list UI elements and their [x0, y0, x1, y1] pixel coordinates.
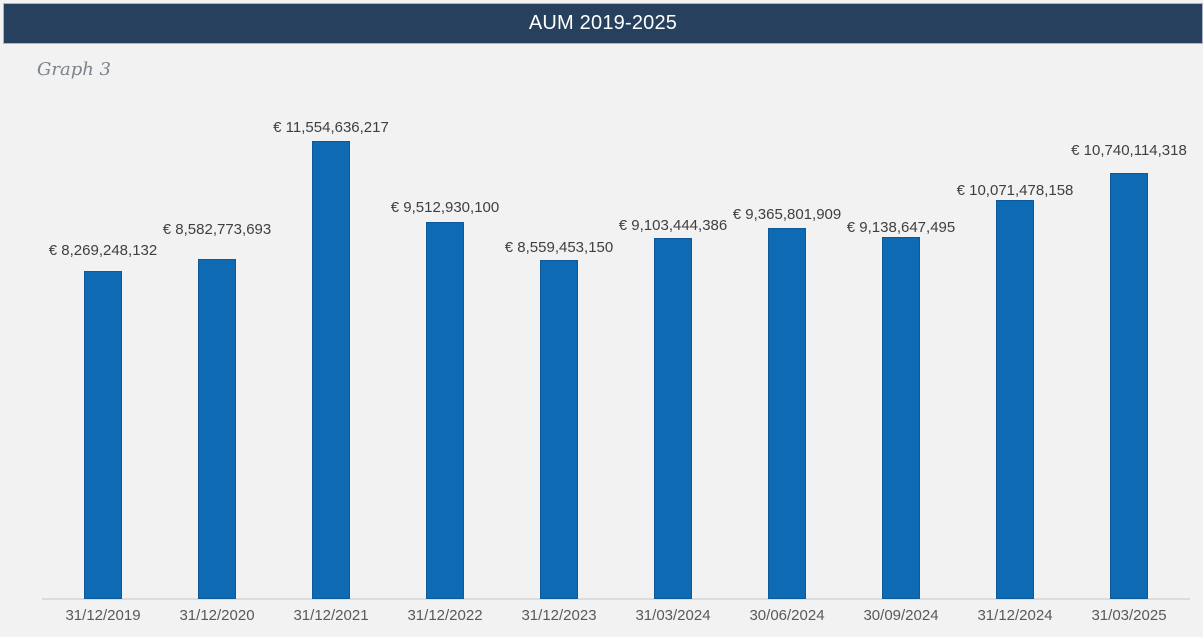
bar	[426, 222, 464, 599]
bar-value-label: € 10,071,478,158	[956, 182, 1074, 199]
bar	[768, 228, 806, 599]
x-axis-label: 31/12/2024	[977, 607, 1053, 624]
x-axis-label: 31/03/2025	[1091, 607, 1167, 624]
chart-title: AUM 2019-2025	[528, 12, 678, 34]
x-axis-label: 31/12/2021	[293, 607, 369, 624]
bar-value-label: € 9,512,930,100	[390, 199, 500, 216]
bar-value-label: € 9,138,647,495	[846, 219, 956, 236]
bar-value-label: € 8,269,248,132	[48, 242, 158, 259]
x-axis-label: 31/03/2024	[635, 607, 711, 624]
bar	[198, 259, 236, 599]
x-axis-label: 30/06/2024	[749, 607, 825, 624]
bar	[312, 141, 350, 599]
bar	[84, 271, 122, 599]
bar	[996, 200, 1034, 599]
bar	[882, 237, 920, 599]
chart-title-bar: AUM 2019-2025	[3, 3, 1203, 44]
bar	[654, 238, 692, 599]
bar-value-label: € 11,554,636,217	[273, 119, 389, 136]
x-axis-label: 31/12/2019	[65, 607, 141, 624]
x-axis-label: 30/09/2024	[863, 607, 939, 624]
bar-value-label: € 8,559,453,150	[504, 239, 614, 256]
x-axis-label: 31/12/2022	[407, 607, 483, 624]
bar-value-label: € 8,582,773,693	[162, 221, 272, 238]
bar	[1110, 173, 1148, 599]
graph-caption: Graph 3	[37, 59, 112, 80]
bar-value-label: € 10,740,114,318	[1071, 142, 1187, 159]
x-axis-label: 31/12/2020	[179, 607, 255, 624]
x-axis-label: 31/12/2023	[521, 607, 597, 624]
bar-value-label: € 9,103,444,386	[618, 217, 728, 234]
bar	[540, 260, 578, 599]
x-axis-line	[42, 598, 1190, 600]
bar-value-label: € 9,365,801,909	[732, 206, 842, 223]
